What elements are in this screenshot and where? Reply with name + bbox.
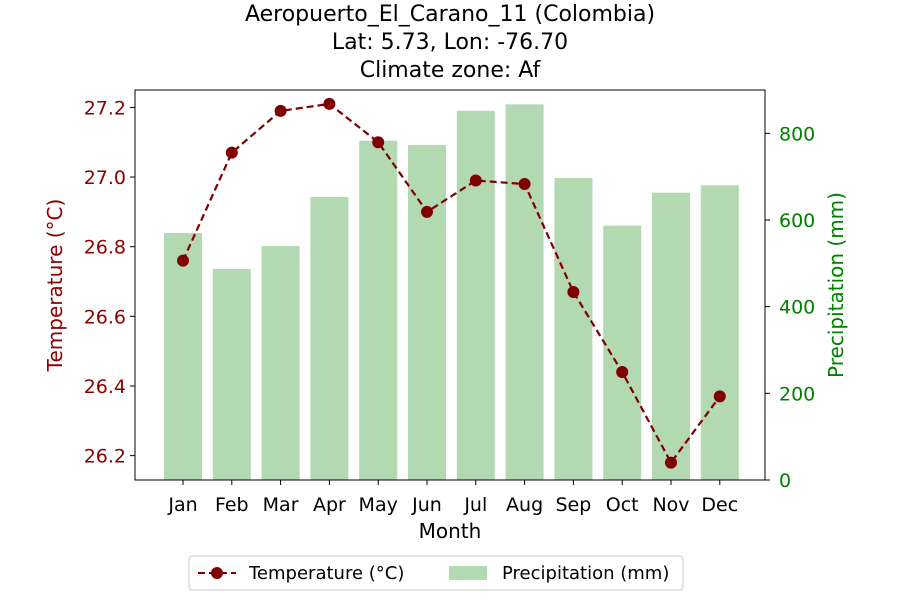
- legend-temperature-label: Temperature (°C): [248, 563, 404, 584]
- x-tick-label: Nov: [652, 494, 689, 516]
- precip-bar-jun: [408, 145, 446, 481]
- temperature-line: [181, 102, 721, 465]
- right-tick-label: 800: [779, 123, 815, 145]
- precip-bar-dec: [700, 185, 739, 481]
- x-tick-label: Feb: [215, 494, 249, 516]
- x-axis-label: Month: [419, 519, 482, 543]
- temp-point-mar: [274, 104, 287, 117]
- temp-point-apr: [323, 97, 336, 110]
- precip-bar-aug: [505, 104, 544, 481]
- legend-frame: [188, 555, 684, 591]
- temp-point-oct: [616, 366, 629, 379]
- x-tick-label: Dec: [701, 494, 738, 516]
- title-line-3: Climate zone: Af: [360, 58, 542, 83]
- temp-point-dec: [713, 390, 726, 403]
- temperature-series: [177, 97, 726, 469]
- temp-point-nov: [665, 456, 677, 469]
- right-axis-ticks: 0 200 400 600 800: [765, 123, 815, 492]
- chart-title: Aeropuerto_El_Carano_11 (Colombia) Lat: …: [245, 2, 655, 83]
- temp-point-may: [372, 136, 385, 149]
- temp-point-jan: [177, 254, 189, 267]
- temp-point-jul: [469, 174, 482, 187]
- x-tick-label: Apr: [313, 494, 346, 516]
- left-tick-label: 27.0: [84, 167, 126, 189]
- legend: Temperature (°C) Precipitation (mm): [188, 555, 684, 591]
- left-axis-ticks: 26.2 26.4 26.6 26.8 27.0 27.2: [84, 97, 135, 468]
- left-tick-label: 27.2: [84, 97, 126, 119]
- precip-bar-mar: [261, 246, 300, 480]
- x-tick-label: May: [359, 494, 398, 516]
- right-tick-label: 600: [779, 210, 815, 232]
- precip-bar-sep: [554, 177, 593, 480]
- x-tick-label: Jan: [167, 494, 197, 516]
- right-tick-label: 400: [779, 297, 815, 319]
- legend-temperature-marker: [211, 567, 223, 579]
- left-tick-label: 26.8: [84, 237, 126, 259]
- precip-bar-jul: [456, 110, 495, 481]
- left-tick-label: 26.4: [84, 376, 126, 398]
- temp-point-sep: [567, 285, 580, 298]
- x-tick-label: Oct: [606, 494, 639, 516]
- precip-bar-oct: [603, 225, 642, 480]
- right-tick-label: 0: [779, 470, 791, 492]
- temp-point-feb: [225, 146, 238, 159]
- left-axis-label: Temperature (°C): [43, 199, 67, 373]
- precip-bar-nov: [652, 192, 690, 480]
- left-tick-label: 26.6: [84, 306, 126, 328]
- title-line-2: Lat: 5.73, Lon: -76.70: [332, 30, 568, 55]
- x-tick-label: Mar: [263, 494, 299, 516]
- legend-precipitation-swatch: [449, 566, 487, 580]
- right-tick-label: 200: [779, 383, 815, 405]
- precip-bar-jan: [164, 233, 202, 480]
- title-line-1: Aeropuerto_El_Carano_11 (Colombia): [245, 2, 655, 27]
- x-tick-label: Jun: [411, 494, 442, 516]
- x-tick-label: Jul: [463, 494, 487, 516]
- x-tick-label: Sep: [555, 494, 591, 516]
- x-axis-ticks: Jan Feb Mar Apr May Jun Jul Aug Sep Oct Nov Dec: [167, 480, 738, 516]
- temp-point-jun: [421, 205, 433, 218]
- left-tick-label: 26.2: [84, 446, 126, 468]
- precipitation-bars: [164, 104, 739, 481]
- legend-precipitation-label: Precipitation (mm): [502, 563, 669, 584]
- temp-point-aug: [518, 178, 531, 191]
- precip-bar-feb: [212, 268, 251, 480]
- precip-bar-may: [359, 140, 398, 480]
- right-axis-label: Precipitation (mm): [824, 192, 848, 378]
- plot-frame: [134, 89, 766, 481]
- x-tick-label: Aug: [506, 494, 543, 516]
- precip-bar-apr: [310, 197, 349, 481]
